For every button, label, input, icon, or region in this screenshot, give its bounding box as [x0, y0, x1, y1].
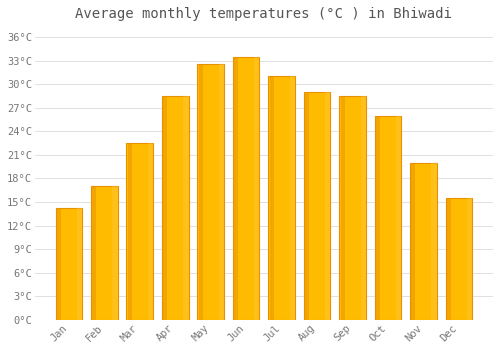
Bar	[92, 186, 96, 320]
Bar	[447, 198, 451, 320]
Bar	[126, 143, 153, 320]
Bar	[304, 92, 330, 320]
Bar	[254, 57, 260, 320]
Bar	[112, 186, 117, 320]
Bar	[218, 64, 224, 320]
Bar	[374, 116, 402, 320]
Bar	[360, 96, 366, 320]
Bar	[412, 163, 416, 320]
Bar	[467, 198, 472, 320]
Bar	[446, 198, 472, 320]
Bar	[198, 64, 202, 320]
Bar	[56, 208, 82, 320]
Bar	[77, 208, 82, 320]
Bar	[91, 186, 118, 320]
Bar	[340, 96, 344, 320]
Bar	[128, 143, 132, 320]
Bar	[432, 163, 437, 320]
Bar	[164, 96, 168, 320]
Bar	[290, 76, 295, 320]
Bar	[325, 92, 330, 320]
Bar	[339, 96, 366, 320]
Bar	[57, 208, 61, 320]
Bar	[183, 96, 188, 320]
Bar	[305, 92, 309, 320]
Bar	[376, 116, 380, 320]
Bar	[234, 57, 238, 320]
Title: Average monthly temperatures (°C ) in Bhiwadi: Average monthly temperatures (°C ) in Bh…	[76, 7, 452, 21]
Bar	[148, 143, 153, 320]
Bar	[270, 76, 274, 320]
Bar	[396, 116, 402, 320]
Bar	[268, 76, 295, 320]
Bar	[410, 163, 437, 320]
Bar	[198, 64, 224, 320]
Bar	[233, 57, 260, 320]
Bar	[162, 96, 188, 320]
